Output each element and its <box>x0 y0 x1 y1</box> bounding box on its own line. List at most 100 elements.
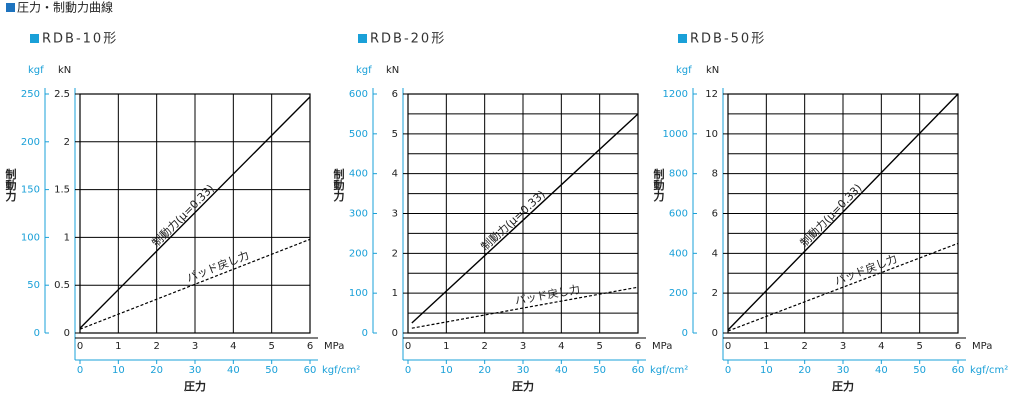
x-tick-label: 4 <box>878 341 884 352</box>
x-tick-label: 1 <box>115 341 121 352</box>
x2-tick-label: 50 <box>913 365 926 376</box>
x-tick-label: 6 <box>955 341 961 352</box>
y2-tick-label: 300 <box>349 209 368 220</box>
chart-title: RDB-10形 <box>42 32 118 47</box>
y2-tick-label: 200 <box>669 288 688 299</box>
x2-tick-label: 20 <box>478 365 491 376</box>
y2-tick-label: 50 <box>27 280 40 291</box>
y-tick-label: 0 <box>712 328 718 339</box>
y2-tick-label: 0 <box>34 328 40 339</box>
y2-tick-label: 1200 <box>663 89 688 100</box>
y-unit: kN <box>706 65 719 76</box>
y2-unit: kgf <box>28 65 44 76</box>
y2-tick-label: 100 <box>21 232 40 243</box>
x-tick-label: 2 <box>481 341 487 352</box>
x2-tick-label: 10 <box>112 365 125 376</box>
x2-tick-label: 10 <box>440 365 453 376</box>
x-tick-label: 1 <box>443 341 449 352</box>
x-tick-label: 4 <box>558 341 564 352</box>
x2-tick-label: 30 <box>517 365 530 376</box>
x2-tick-label: 30 <box>837 365 850 376</box>
x-tick-label: 1 <box>763 341 769 352</box>
y2-tick-label: 200 <box>21 137 40 148</box>
x-tick-label: 4 <box>230 341 236 352</box>
title-square <box>30 34 39 43</box>
y-tick-label: 1.5 <box>54 185 70 196</box>
x-tick-label: 0 <box>725 341 731 352</box>
y-tick-label: 12 <box>705 89 718 100</box>
x2-unit: kgf/cm² <box>650 365 688 376</box>
x2-tick-label: 40 <box>227 365 240 376</box>
x-tick-label: 0 <box>405 341 411 352</box>
x2-tick-label: 60 <box>952 365 965 376</box>
y-tick-label: 2 <box>712 288 718 299</box>
x-tick-label: 3 <box>192 341 198 352</box>
y2-tick-label: 800 <box>669 169 688 180</box>
x2-tick-label: 60 <box>632 365 645 376</box>
page-title: 圧力・制動力曲線 <box>17 0 113 15</box>
y-tick-label: 1 <box>392 288 398 299</box>
y2-tick-label: 500 <box>349 129 368 140</box>
x-tick-label: 2 <box>153 341 159 352</box>
x-label: 圧力 <box>184 379 206 393</box>
y2-tick-label: 200 <box>349 248 368 259</box>
x-unit: MPa <box>972 341 992 352</box>
x2-tick-label: 0 <box>77 365 83 376</box>
y-label: 制動力 <box>332 167 345 202</box>
x-unit: MPa <box>324 341 344 352</box>
x2-tick-label: 30 <box>189 365 202 376</box>
line <box>411 113 639 324</box>
x2-tick-label: 20 <box>798 365 811 376</box>
y-tick-label: 0 <box>392 328 398 339</box>
title-square <box>678 34 687 43</box>
chart-title: RDB-50形 <box>690 32 766 47</box>
x2-tick-label: 0 <box>725 365 731 376</box>
x2-tick-label: 40 <box>875 365 888 376</box>
x2-tick-label: 20 <box>150 365 163 376</box>
y-unit: kN <box>58 65 71 76</box>
x-unit: MPa <box>652 341 672 352</box>
y2-tick-label: 250 <box>21 89 40 100</box>
line <box>79 238 311 330</box>
x-tick-label: 5 <box>596 341 602 352</box>
line <box>79 96 311 329</box>
series-label: 制動力(μ=0.33) <box>149 181 217 249</box>
y-tick-label: 2.5 <box>54 89 70 100</box>
x2-tick-label: 50 <box>265 365 278 376</box>
y-tick-label: 6 <box>392 89 398 100</box>
y-label: 制動力 <box>652 167 665 202</box>
y-tick-label: 0.5 <box>54 280 70 291</box>
x-label: 圧力 <box>512 379 534 393</box>
y-label: 制動力 <box>4 167 17 202</box>
plot-frame <box>79 93 311 334</box>
plot-frame <box>407 93 639 334</box>
title-square <box>358 34 367 43</box>
x-tick-label: 0 <box>77 341 83 352</box>
x2-tick-label: 50 <box>593 365 606 376</box>
y-tick-label: 2 <box>64 137 70 148</box>
y2-unit: kgf <box>676 65 692 76</box>
y-tick-label: 4 <box>392 169 398 180</box>
x-tick-label: 3 <box>840 341 846 352</box>
y2-tick-label: 600 <box>349 89 368 100</box>
y-tick-label: 10 <box>705 129 718 140</box>
y-tick-label: 8 <box>712 169 718 180</box>
x2-tick-label: 10 <box>760 365 773 376</box>
line <box>727 93 959 331</box>
line <box>727 242 959 332</box>
header-square <box>6 3 15 12</box>
x-tick-label: 2 <box>801 341 807 352</box>
y-tick-label: 3 <box>392 209 398 220</box>
y-tick-label: 0 <box>64 328 70 339</box>
y-unit: kN <box>386 65 399 76</box>
x-tick-label: 5 <box>916 341 922 352</box>
x2-tick-label: 0 <box>405 365 411 376</box>
x-tick-label: 5 <box>268 341 274 352</box>
y2-tick-label: 150 <box>21 185 40 196</box>
y2-unit: kgf <box>356 65 372 76</box>
x2-tick-label: 40 <box>555 365 568 376</box>
x-tick-label: 6 <box>307 341 313 352</box>
x-label: 圧力 <box>832 379 854 393</box>
y2-tick-label: 0 <box>362 328 368 339</box>
